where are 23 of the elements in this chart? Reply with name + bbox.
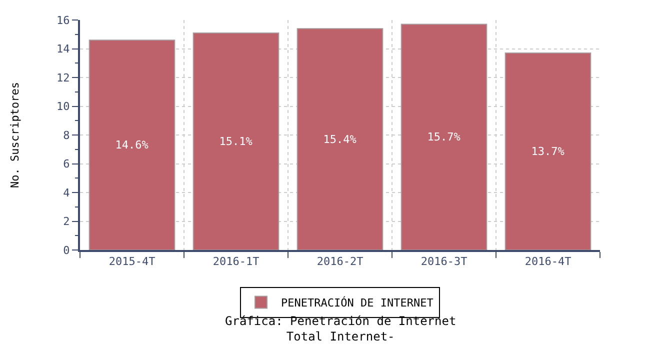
y-axis-title: No. Suscriptores bbox=[8, 82, 22, 188]
x-tick-label: 2016-3T bbox=[420, 255, 468, 268]
y-tick-label: 0 bbox=[63, 244, 70, 257]
data-label: 13.7% bbox=[531, 145, 565, 158]
y-tick-label: 10 bbox=[56, 100, 70, 114]
x-tick-label: 2015-4T bbox=[108, 255, 156, 268]
x-tick-label: 2016-4T bbox=[524, 255, 572, 268]
legend-label: PENETRACIÓN DE INTERNET bbox=[281, 296, 434, 310]
x-tick-label: 2016-1T bbox=[212, 255, 260, 268]
y-tick-label: 4 bbox=[63, 186, 70, 200]
data-label: 15.4% bbox=[323, 132, 357, 146]
text: Gráfica: Penetración de Internet bbox=[225, 314, 456, 328]
y-tick-label: 6 bbox=[63, 158, 70, 171]
data-label: 15.7% bbox=[427, 130, 461, 144]
y-tick-label: 16 bbox=[56, 14, 70, 27]
data-label: 14.6% bbox=[115, 138, 149, 152]
y-tick-label: 12 bbox=[56, 71, 70, 84]
data-label: 15.1% bbox=[219, 134, 253, 148]
y-tick-label: 2 bbox=[63, 215, 70, 228]
y-tick-label: 8 bbox=[63, 128, 70, 142]
y-tick-label: 14 bbox=[56, 42, 70, 56]
x-tick-label: 2016-2T bbox=[316, 255, 364, 268]
text: Total Internet- bbox=[286, 330, 395, 344]
